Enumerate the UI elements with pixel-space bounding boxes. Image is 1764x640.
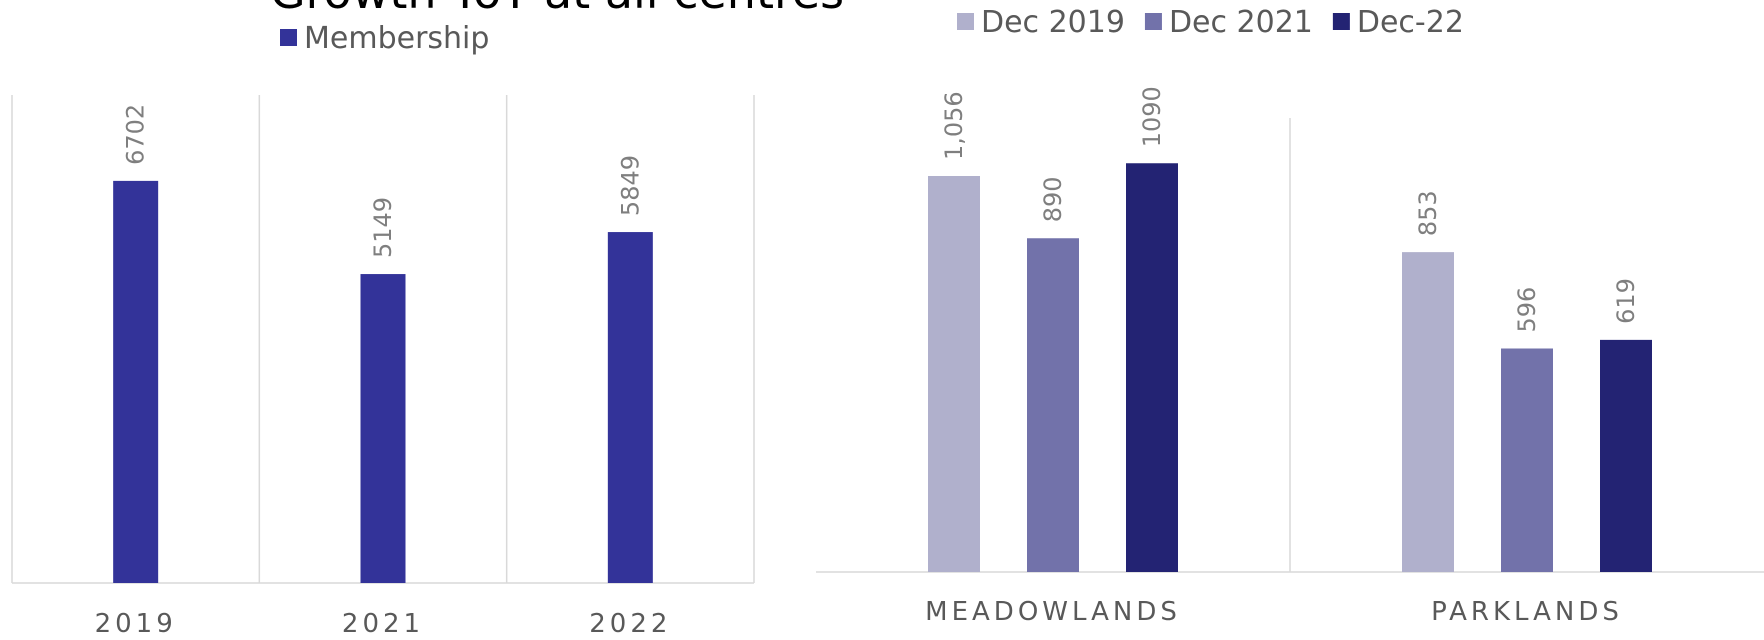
data-label: 1,056 (940, 91, 968, 160)
data-label: 596 (1513, 287, 1541, 333)
right-chart: 1,056 890 1090 MEADOWLANDS 853 596 619 PARKLAND… (816, 5, 1764, 627)
legend-swatch-dec-2019 (957, 13, 974, 30)
bar-dec-2019-parklands (1402, 252, 1454, 572)
tick-label: MEADOWLANDS (925, 597, 1181, 627)
data-label: 1090 (1138, 86, 1166, 147)
tick-label: 2019 (95, 609, 177, 636)
tick-label: 2022 (589, 609, 671, 636)
bar-dec-2019-meadowlands (928, 176, 980, 572)
legend-swatch-dec-22 (1332, 13, 1350, 30)
tick-label: 2021 (342, 609, 424, 636)
bar-dec-2021-parklands (1501, 348, 1553, 572)
bar-dec-2021-meadowlands (1027, 238, 1079, 572)
legend-swatch-dec-2021 (1144, 13, 1162, 30)
data-label: 6702 (122, 104, 150, 165)
data-label: 619 (1612, 278, 1640, 324)
legend-label: Membership (304, 21, 489, 56)
bar-membership-2019 (113, 180, 159, 583)
legend-label: Dec 2021 (1169, 5, 1313, 40)
left-chart: 6702 2019 5149 2021 5849 2022 Membership (11, 21, 755, 639)
bar-dec-22-parklands (1600, 339, 1652, 572)
legend-label: Dec-22 (1357, 5, 1464, 40)
data-label: 890 (1039, 176, 1067, 222)
data-label: 853 (1414, 190, 1442, 236)
chart-title: Growth YoY at all centres (270, 0, 844, 19)
tick-label: PARKLANDS (1431, 597, 1623, 627)
bar-membership-2021 (360, 274, 406, 583)
data-label: 5149 (369, 197, 397, 258)
bar-membership-2022 (607, 232, 653, 583)
legend-swatch-membership (280, 29, 297, 46)
data-label: 5849 (616, 155, 644, 216)
bar-dec-22-meadowlands (1126, 163, 1178, 572)
legend-label: Dec 2019 (981, 5, 1125, 40)
